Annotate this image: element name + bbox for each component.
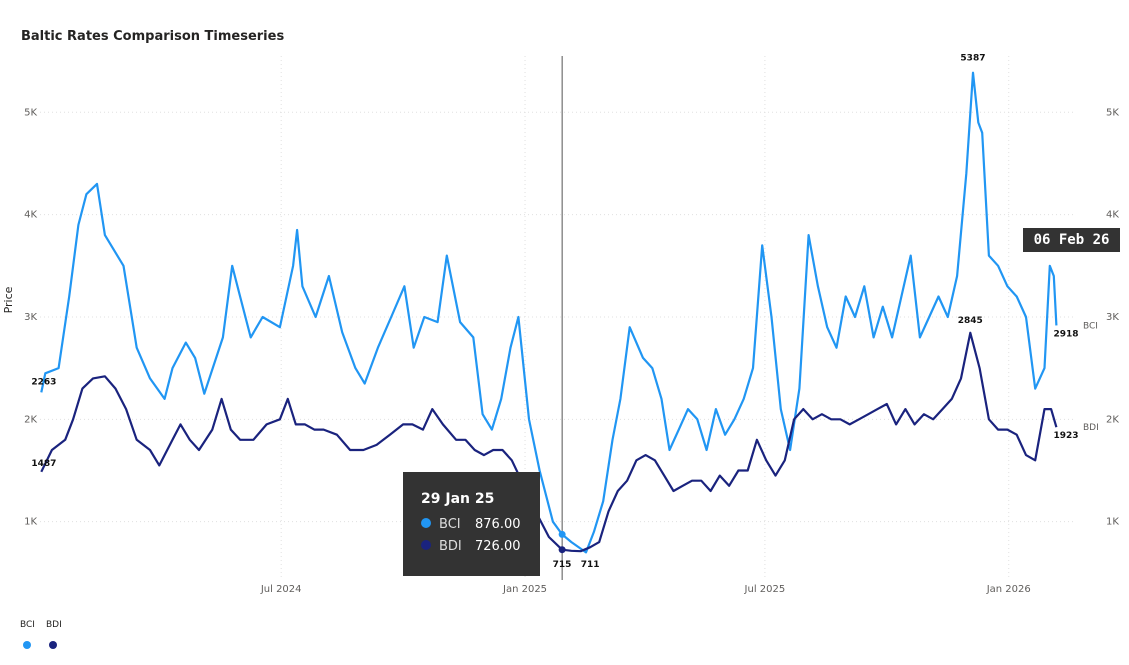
legend-item-bdi[interactable]: BDI <box>46 620 76 649</box>
y-tick-label-left: 3K <box>24 312 37 323</box>
y-axis-title: Price <box>2 286 15 313</box>
x-tick-label: Jul 2024 <box>260 584 302 595</box>
end-label-bci: BCI <box>1083 321 1098 331</box>
tooltip-date: 29 Jan 25 <box>421 491 495 507</box>
y-tick-label-right: 2K <box>1106 414 1119 425</box>
end-label-bdi: BDI <box>1083 423 1099 433</box>
hover-markers <box>558 530 566 554</box>
data-label: 2845 <box>958 316 983 326</box>
data-label: 2263 <box>31 377 56 387</box>
y-tick-label-right: 5K <box>1106 107 1119 118</box>
y-tick-label-right: 3K <box>1106 312 1119 323</box>
y-tick-label-right: 4K <box>1106 210 1119 221</box>
latest-date-flag: 06 Feb 26 <box>1023 228 1120 252</box>
data-labels: 2263 1487 715 711 5387 2845 2918 1923 BCI BDI <box>31 54 1098 571</box>
hover-marker-bci <box>558 530 566 538</box>
hover-marker-bdi <box>558 546 566 554</box>
x-tick-label: Jul 2025 <box>744 584 786 595</box>
x-tick-label: Jan 2025 <box>502 584 547 595</box>
series-lines[interactable] <box>40 71 1058 554</box>
axis-ticks: 1K 1K 2K 2K 3K 3K 4K 4K 5K 5K Jul 2024 Jan 2025 Jul … <box>24 107 1119 595</box>
legend-item-bci[interactable]: BCI <box>20 620 50 649</box>
legend-label: BCI <box>20 620 35 630</box>
bci-dot-icon <box>421 518 431 528</box>
data-label: 2918 <box>1053 329 1078 339</box>
chart-title: Baltic Rates Comparison Timeseries <box>21 29 285 44</box>
y-tick-label-left: 4K <box>24 210 37 221</box>
tooltip-series-name: BDI <box>439 539 462 554</box>
data-label: 1487 <box>31 459 56 469</box>
tooltip-row-bci: BCI 876.00 <box>421 517 521 532</box>
bdi-legend-dot-icon <box>49 641 57 649</box>
y-tick-label-left: 5K <box>24 107 37 118</box>
bdi-dot-icon <box>421 540 431 550</box>
tooltip-series-name: BCI <box>439 517 461 532</box>
y-tick-label-right: 1K <box>1106 517 1119 528</box>
series-line-bdi[interactable] <box>40 331 1058 553</box>
bci-legend-dot-icon <box>23 641 31 649</box>
data-label: 1923 <box>1053 431 1078 441</box>
tooltip-series-value: 876.00 <box>475 517 521 532</box>
tooltip-series-value: 726.00 <box>475 539 521 554</box>
hover-tooltip: 29 Jan 25 BCI 876.00 BDI 726.00 <box>403 472 540 576</box>
data-label: 711 <box>581 560 600 570</box>
y-tick-label-left: 2K <box>24 414 37 425</box>
tooltip-row-bdi: BDI 726.00 <box>421 539 521 554</box>
grid <box>40 56 1075 580</box>
legend-label: BDI <box>46 620 62 630</box>
x-tick-label: Jan 2026 <box>986 584 1031 595</box>
data-label: 5387 <box>960 54 985 64</box>
data-label: 715 <box>553 560 572 570</box>
series-line-bci[interactable] <box>40 71 1058 554</box>
y-tick-label-left: 1K <box>24 517 37 528</box>
